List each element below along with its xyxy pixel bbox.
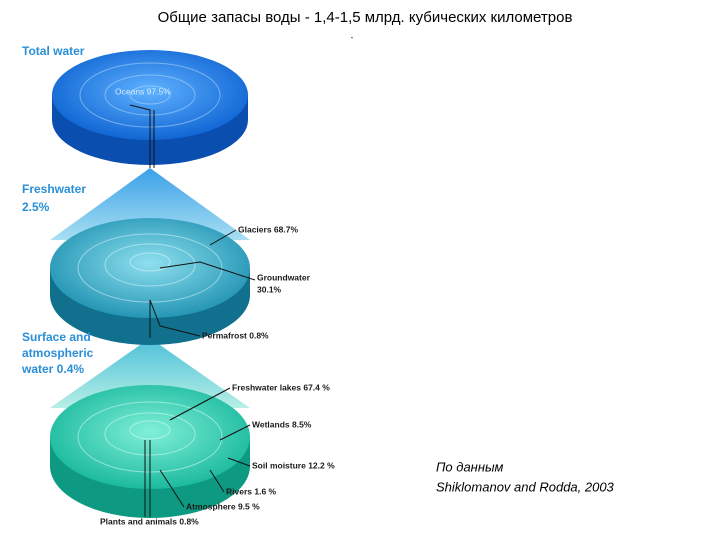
funnel xyxy=(50,338,250,408)
item-label: Plants and animals 0.8% xyxy=(100,516,199,526)
item-label: Rivers 1.6 % xyxy=(226,486,277,496)
level-label: Total water xyxy=(22,44,85,58)
level-label: atmospheric xyxy=(22,346,94,360)
level-label: Surface and xyxy=(22,330,91,344)
funnel xyxy=(50,168,250,240)
title: Общие запасы воды - 1,4-1,5 млрд. кубиче… xyxy=(158,9,573,26)
pointer-lines xyxy=(129,104,256,517)
level-label: Freshwater xyxy=(22,182,86,196)
item-label: Freshwater lakes 67.4 % xyxy=(232,382,330,392)
item-label: Glaciers 68.7% xyxy=(238,224,298,234)
disc xyxy=(50,385,250,489)
source: По данным xyxy=(436,459,504,474)
mark: - xyxy=(351,33,354,42)
level-label: water 0.4% xyxy=(21,362,84,376)
item-label: Groundwater xyxy=(257,272,311,282)
item-label: 30.1% xyxy=(257,284,282,294)
item-label: Permafrost 0.8% xyxy=(202,330,269,340)
item-label: Oceans 97.5% xyxy=(115,86,171,96)
item-label: Atmosphere 9.5 % xyxy=(186,501,260,511)
level-label: 2.5% xyxy=(22,200,50,214)
item-label: Soil moisture 12.2 % xyxy=(252,460,335,470)
item-label: Wetlands 8.5% xyxy=(252,419,312,429)
source: Shiklomanov and Rodda, 2003 xyxy=(436,479,615,494)
